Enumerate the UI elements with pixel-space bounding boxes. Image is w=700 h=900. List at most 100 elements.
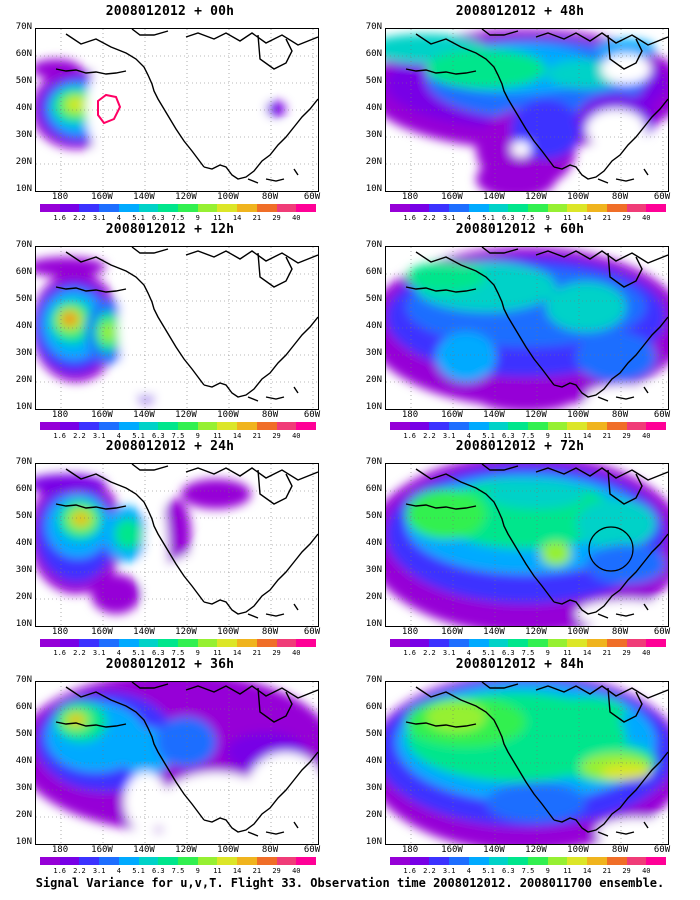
colorbar-swatch bbox=[547, 422, 568, 430]
colorbar-swatch bbox=[158, 422, 179, 430]
colorbar-label: 11 bbox=[563, 432, 572, 440]
colorbar-swatch bbox=[429, 422, 450, 430]
colorbar-label: 21 bbox=[602, 649, 612, 657]
longitude-label: 100W bbox=[217, 845, 239, 855]
map-panel: 2008012012 + 60h 70N 60N 50N 40N 30N 20N 10N 180… bbox=[350, 222, 690, 440]
colorbar-swatch bbox=[567, 204, 588, 212]
colorbar-swatch bbox=[237, 422, 257, 430]
colorbar-label: 9 bbox=[195, 649, 200, 657]
colorbar bbox=[40, 204, 317, 212]
longitude-label: 140W bbox=[133, 627, 155, 637]
colorbar-swatch bbox=[409, 857, 430, 865]
colorbar-swatch bbox=[547, 639, 568, 647]
colorbar-label: 2.2 bbox=[73, 214, 86, 222]
colorbar-swatch bbox=[256, 857, 277, 865]
latitude-label: 60N bbox=[365, 702, 382, 712]
colorbar-swatch bbox=[79, 204, 100, 212]
latitude-label: 40N bbox=[15, 538, 32, 548]
latitude-label: 60N bbox=[365, 49, 382, 59]
colorbar bbox=[390, 639, 667, 647]
longitude-label: 140W bbox=[133, 192, 155, 202]
coastline bbox=[415, 251, 555, 386]
latitude-label: 10N bbox=[15, 402, 32, 412]
colorbar-swatch bbox=[178, 857, 198, 865]
colorbar-swatch bbox=[626, 639, 647, 647]
colorbar-swatch bbox=[409, 639, 430, 647]
colorbar-label: 11 bbox=[563, 214, 572, 222]
colorbar-swatch bbox=[59, 422, 80, 430]
colorbar-swatch bbox=[296, 422, 317, 430]
coastline bbox=[405, 286, 477, 293]
longitude-label: 100W bbox=[567, 845, 589, 855]
latitude-label: 70N bbox=[15, 22, 32, 32]
colorbar-label: 2.2 bbox=[423, 214, 436, 222]
latitude-label: 30N bbox=[365, 565, 382, 575]
colorbar-swatch bbox=[99, 857, 119, 865]
coastline bbox=[415, 468, 555, 603]
longitude-label: 100W bbox=[217, 627, 239, 637]
colorbar-label: 5.1 bbox=[132, 214, 145, 222]
coastline bbox=[257, 34, 293, 70]
coastline bbox=[597, 168, 649, 184]
variance-contour bbox=[576, 332, 656, 382]
colorbar-label: 29 bbox=[622, 214, 631, 222]
colorbar-label: 5.1 bbox=[132, 649, 145, 657]
coastline bbox=[65, 468, 205, 603]
colorbar-swatch bbox=[626, 857, 647, 865]
coastline bbox=[553, 316, 668, 398]
latitude-label: 40N bbox=[15, 756, 32, 766]
colorbar-label: 40 bbox=[292, 214, 301, 222]
panel-title: 2008012012 + 60h bbox=[455, 222, 585, 237]
colorbar-label: 4 bbox=[116, 432, 121, 440]
colorbar-swatch bbox=[567, 639, 588, 647]
colorbar-label: 11 bbox=[213, 649, 222, 657]
latitude-label: 50N bbox=[365, 511, 382, 521]
latitude-label: 20N bbox=[365, 592, 382, 602]
variance-map bbox=[35, 681, 319, 845]
latitude-label: 10N bbox=[365, 184, 382, 194]
colorbar-label: 3.1 bbox=[92, 432, 106, 440]
variance-contour bbox=[73, 513, 89, 525]
longitude-label: 80W bbox=[611, 627, 629, 637]
colorbar-label: 6.3 bbox=[501, 649, 515, 657]
colorbar-label: 21 bbox=[252, 432, 262, 440]
colorbar-swatch bbox=[197, 422, 218, 430]
colorbar-swatch bbox=[587, 639, 607, 647]
latitude-label: 60N bbox=[15, 49, 32, 59]
variance-map bbox=[35, 28, 319, 192]
colorbar-swatch bbox=[276, 857, 297, 865]
variance-contour bbox=[436, 332, 496, 382]
coastline bbox=[247, 821, 299, 837]
colorbar-label: 7.5 bbox=[171, 867, 185, 875]
longitude-label: 100W bbox=[217, 410, 239, 420]
colorbar-swatch bbox=[40, 857, 60, 865]
colorbar-swatch bbox=[296, 204, 317, 212]
colorbar-swatch bbox=[646, 857, 667, 865]
colorbar bbox=[40, 422, 317, 430]
variance-contour bbox=[100, 322, 116, 342]
colorbar-label: 6.3 bbox=[151, 649, 165, 657]
coastline bbox=[597, 386, 649, 402]
colorbar-label: 21 bbox=[602, 214, 612, 222]
colorbar-swatch bbox=[217, 422, 238, 430]
colorbar-label: 1.6 bbox=[53, 432, 67, 440]
coastline bbox=[65, 251, 205, 386]
colorbar bbox=[40, 857, 317, 865]
coastline bbox=[597, 603, 649, 619]
latitude-label: 70N bbox=[365, 457, 382, 467]
latitude-label: 10N bbox=[15, 619, 32, 629]
variance-contour bbox=[406, 489, 486, 539]
longitude-label: 180 bbox=[401, 410, 419, 420]
latitude-label: 30N bbox=[15, 565, 32, 575]
colorbar-label: 5.1 bbox=[132, 432, 145, 440]
colorbar-swatch bbox=[99, 204, 119, 212]
longitude-label: 120W bbox=[175, 410, 197, 420]
colorbar-swatch bbox=[79, 639, 100, 647]
variance-map bbox=[35, 246, 319, 410]
colorbar-swatch bbox=[276, 639, 297, 647]
colorbar-swatch bbox=[59, 204, 80, 212]
colorbar-swatch bbox=[158, 639, 179, 647]
colorbar-swatch bbox=[118, 639, 139, 647]
latitude-label: 50N bbox=[365, 76, 382, 86]
colorbar-label: 9 bbox=[195, 867, 200, 875]
